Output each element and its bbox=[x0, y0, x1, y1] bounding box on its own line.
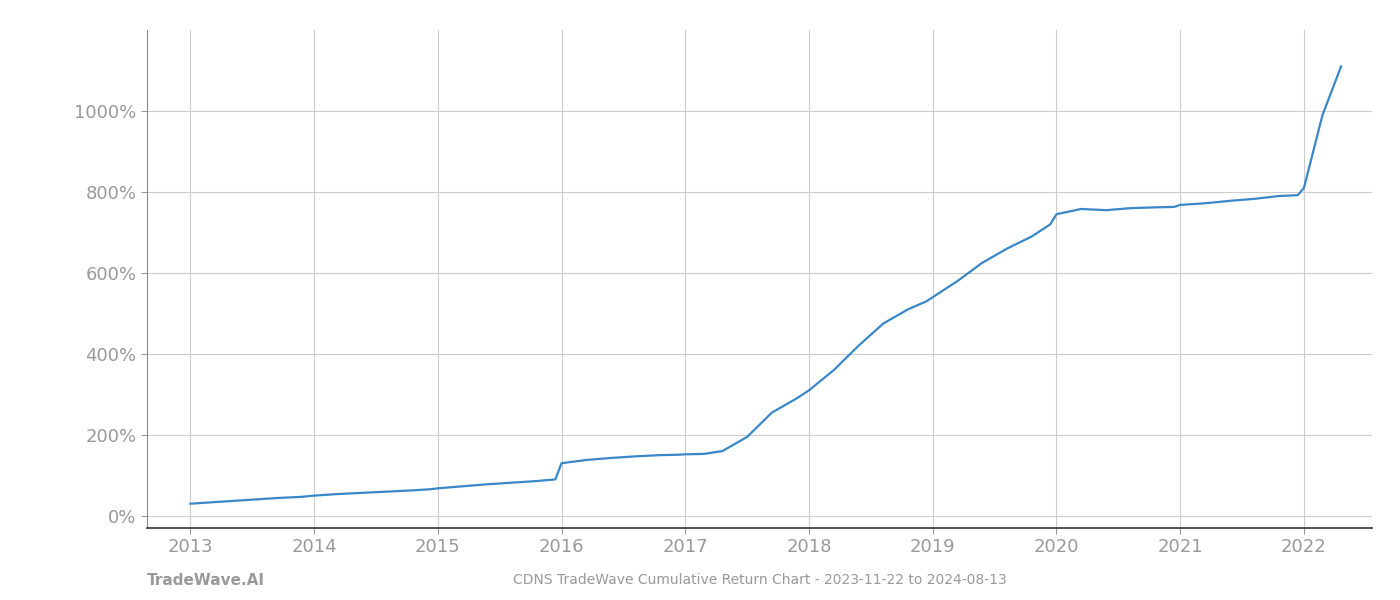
Text: TradeWave.AI: TradeWave.AI bbox=[147, 573, 265, 588]
Text: CDNS TradeWave Cumulative Return Chart - 2023-11-22 to 2024-08-13: CDNS TradeWave Cumulative Return Chart -… bbox=[512, 573, 1007, 587]
